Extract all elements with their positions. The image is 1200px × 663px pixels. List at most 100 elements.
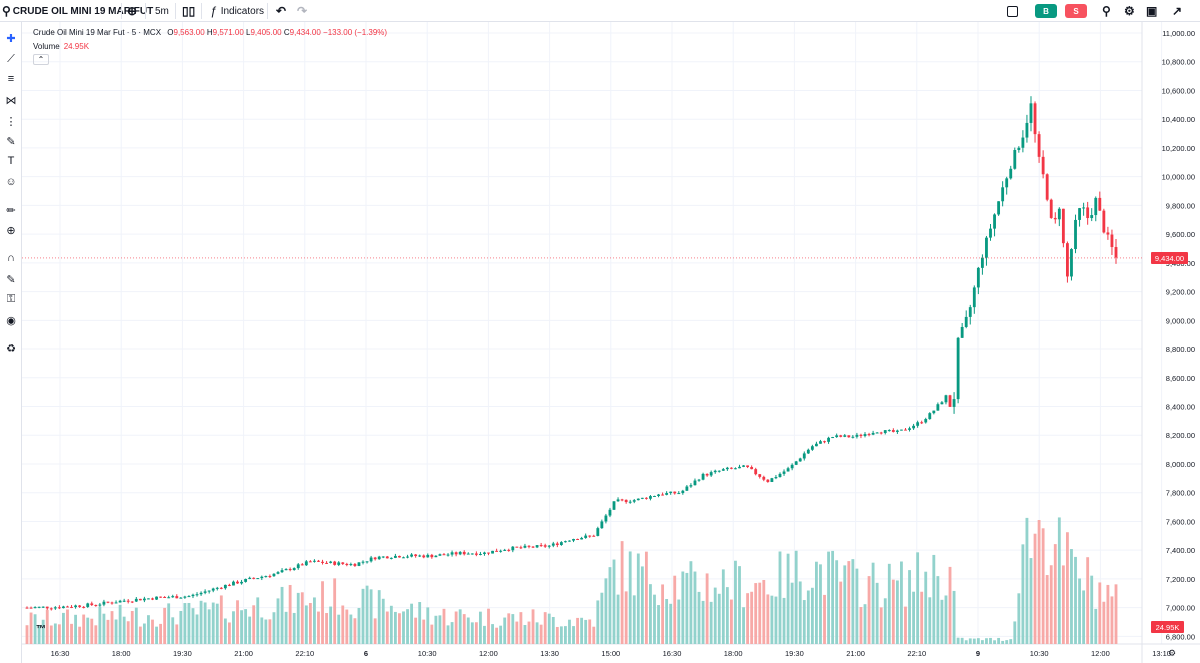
candle-body xyxy=(900,429,903,431)
volume-bar xyxy=(406,609,409,644)
settings-button[interactable]: ⚙ xyxy=(1124,0,1135,22)
volume-bar xyxy=(236,600,239,644)
indicators-button[interactable]: ƒ Indicators xyxy=(210,0,264,22)
candle-body xyxy=(389,557,393,559)
pattern-tool[interactable]: ⋈ xyxy=(3,92,19,108)
candle-body xyxy=(786,468,790,472)
volume-bar xyxy=(183,603,187,644)
quick-search-button[interactable]: ⚲ xyxy=(1102,0,1111,22)
candle-body xyxy=(1053,217,1057,220)
stay-drawing-tool[interactable]: ✎ xyxy=(3,271,19,287)
volume-bar xyxy=(1017,593,1021,644)
volume-bar xyxy=(138,626,142,644)
candle-body xyxy=(738,466,741,469)
volume-bar xyxy=(713,587,717,644)
pencil-lock-icon: ✎ xyxy=(6,273,16,286)
redo-icon: ↷ xyxy=(297,4,308,18)
volume-bar xyxy=(414,617,418,644)
redo-button[interactable]: ↷ xyxy=(297,0,307,22)
volume-bar xyxy=(438,615,442,644)
text-tool[interactable]: T xyxy=(3,153,19,169)
candle-body xyxy=(636,498,640,501)
layout-button[interactable] xyxy=(1007,0,1018,22)
trendline-tool[interactable]: ⟋ xyxy=(3,51,19,67)
volume-bar xyxy=(628,551,632,644)
symbol-search-button[interactable]: ⚲ CRUDE OIL MINI 19 MAR FUT xyxy=(2,0,153,22)
close-value: 9,434.00 xyxy=(289,28,321,37)
volume-bar xyxy=(900,561,903,644)
volume-bar xyxy=(373,618,377,644)
volume-bar xyxy=(393,611,397,644)
volume-bar xyxy=(989,637,992,644)
brush-tool[interactable]: ✎ xyxy=(3,133,19,149)
volume-bar xyxy=(106,619,110,644)
fullscreen-button[interactable]: ↗ xyxy=(1172,0,1182,22)
volume-bar xyxy=(296,592,300,644)
compare-button[interactable]: ⊕ xyxy=(127,0,137,22)
hide-tool[interactable]: ◉ xyxy=(3,312,19,328)
sell-button[interactable]: S xyxy=(1065,4,1087,18)
volume-bar xyxy=(721,569,725,644)
volume-bar xyxy=(1053,544,1057,644)
candle-body xyxy=(276,572,280,574)
candle-body xyxy=(657,494,660,496)
volume-bar xyxy=(993,640,996,644)
candle-body xyxy=(895,430,899,432)
volume-bar xyxy=(746,593,750,644)
trash-icon: ♻ xyxy=(6,342,16,355)
snapshot-button[interactable]: ▣ xyxy=(1146,0,1157,22)
candle-body xyxy=(742,465,745,467)
candle-body xyxy=(1074,219,1077,250)
volume-bar xyxy=(778,551,782,644)
zoom-tool[interactable]: ⊕ xyxy=(3,222,19,238)
candle-body xyxy=(653,495,656,497)
interval-button[interactable]: 5m xyxy=(155,0,169,22)
candle-body xyxy=(819,441,822,444)
candle-body xyxy=(920,422,924,424)
ruler-tool[interactable]: ✏ xyxy=(3,202,19,218)
volume-bar xyxy=(895,580,899,644)
square-icon xyxy=(1007,5,1018,17)
buy-button[interactable]: B xyxy=(1035,4,1057,18)
last-price-tag xyxy=(1151,251,1188,264)
magnet-tool[interactable]: ∩ xyxy=(3,250,19,266)
last-volume-label: 24.95K xyxy=(1156,623,1180,632)
remove-tool[interactable]: ♻ xyxy=(3,340,19,356)
chart-type-button[interactable]: ▯▯ xyxy=(182,0,195,22)
candle-body xyxy=(972,287,976,308)
volume-bar xyxy=(531,609,535,644)
volume-bar xyxy=(272,612,276,644)
fib-tool[interactable]: ≡ xyxy=(3,71,19,87)
candle-body xyxy=(151,598,154,600)
candle-body xyxy=(604,515,608,522)
volume-bar xyxy=(1005,640,1009,644)
candle-body xyxy=(701,473,705,480)
volume-bar xyxy=(410,603,414,644)
volume-value: 24.95K xyxy=(63,42,90,51)
candle-body xyxy=(175,596,179,599)
volume-bar xyxy=(446,625,450,644)
candle-body xyxy=(159,596,163,598)
candle-body xyxy=(102,601,106,605)
collapse-legend-button[interactable]: ⌃ xyxy=(33,54,49,65)
undo-button[interactable]: ↶ xyxy=(276,0,286,22)
plus-circle-icon: ⊕ xyxy=(127,4,138,18)
brush-icon: ✎ xyxy=(6,135,16,148)
volume-bar xyxy=(762,580,766,644)
volume-bar xyxy=(227,622,231,644)
crosshair-tool[interactable]: ✚ xyxy=(3,30,19,46)
candle-body xyxy=(750,467,754,470)
price-chart[interactable]: 11,000.00 10,800.00 10,600.00 10,400.00 10,2… xyxy=(22,22,1200,663)
candle-body xyxy=(503,549,507,551)
candle-body xyxy=(912,425,916,429)
divider xyxy=(145,3,146,19)
candle-body xyxy=(203,591,207,593)
lock-tool[interactable]: ⚿ xyxy=(3,291,19,307)
volume-bar xyxy=(596,600,600,644)
candle-body xyxy=(944,395,948,403)
emoji-tool[interactable]: ☺ xyxy=(3,174,19,190)
volume-bar xyxy=(1033,533,1037,644)
volume-bar xyxy=(66,609,69,644)
volume-bar xyxy=(1078,578,1081,644)
projection-tool[interactable]: ⋮ xyxy=(3,113,19,129)
